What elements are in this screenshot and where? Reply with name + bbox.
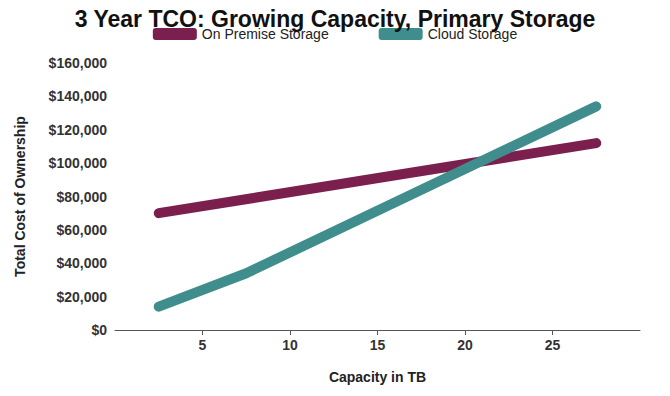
- svg-text:$140,000: $140,000: [49, 88, 108, 104]
- svg-text:Capacity in TB: Capacity in TB: [329, 369, 426, 385]
- svg-text:$100,000: $100,000: [49, 155, 108, 171]
- svg-text:15: 15: [370, 337, 386, 353]
- svg-text:Total Cost of Ownership: Total Cost of Ownership: [12, 116, 28, 277]
- svg-text:$40,000: $40,000: [56, 255, 107, 271]
- svg-text:$60,000: $60,000: [56, 222, 107, 238]
- svg-text:5: 5: [199, 337, 207, 353]
- svg-text:Cloud Storage: Cloud Storage: [427, 26, 518, 42]
- svg-text:$80,000: $80,000: [56, 189, 107, 205]
- svg-text:$20,000: $20,000: [56, 289, 107, 305]
- svg-text:25: 25: [545, 337, 561, 353]
- svg-text:$120,000: $120,000: [49, 122, 108, 138]
- svg-text:20: 20: [457, 337, 473, 353]
- svg-text:$0: $0: [91, 322, 107, 338]
- svg-text:3 Year TCO: Growing Capacity,: 3 Year TCO: Growing Capacity, Primary St…: [75, 6, 596, 32]
- svg-text:$160,000: $160,000: [49, 55, 108, 71]
- svg-text:10: 10: [282, 337, 298, 353]
- svg-text:On Premise Storage: On Premise Storage: [201, 26, 329, 42]
